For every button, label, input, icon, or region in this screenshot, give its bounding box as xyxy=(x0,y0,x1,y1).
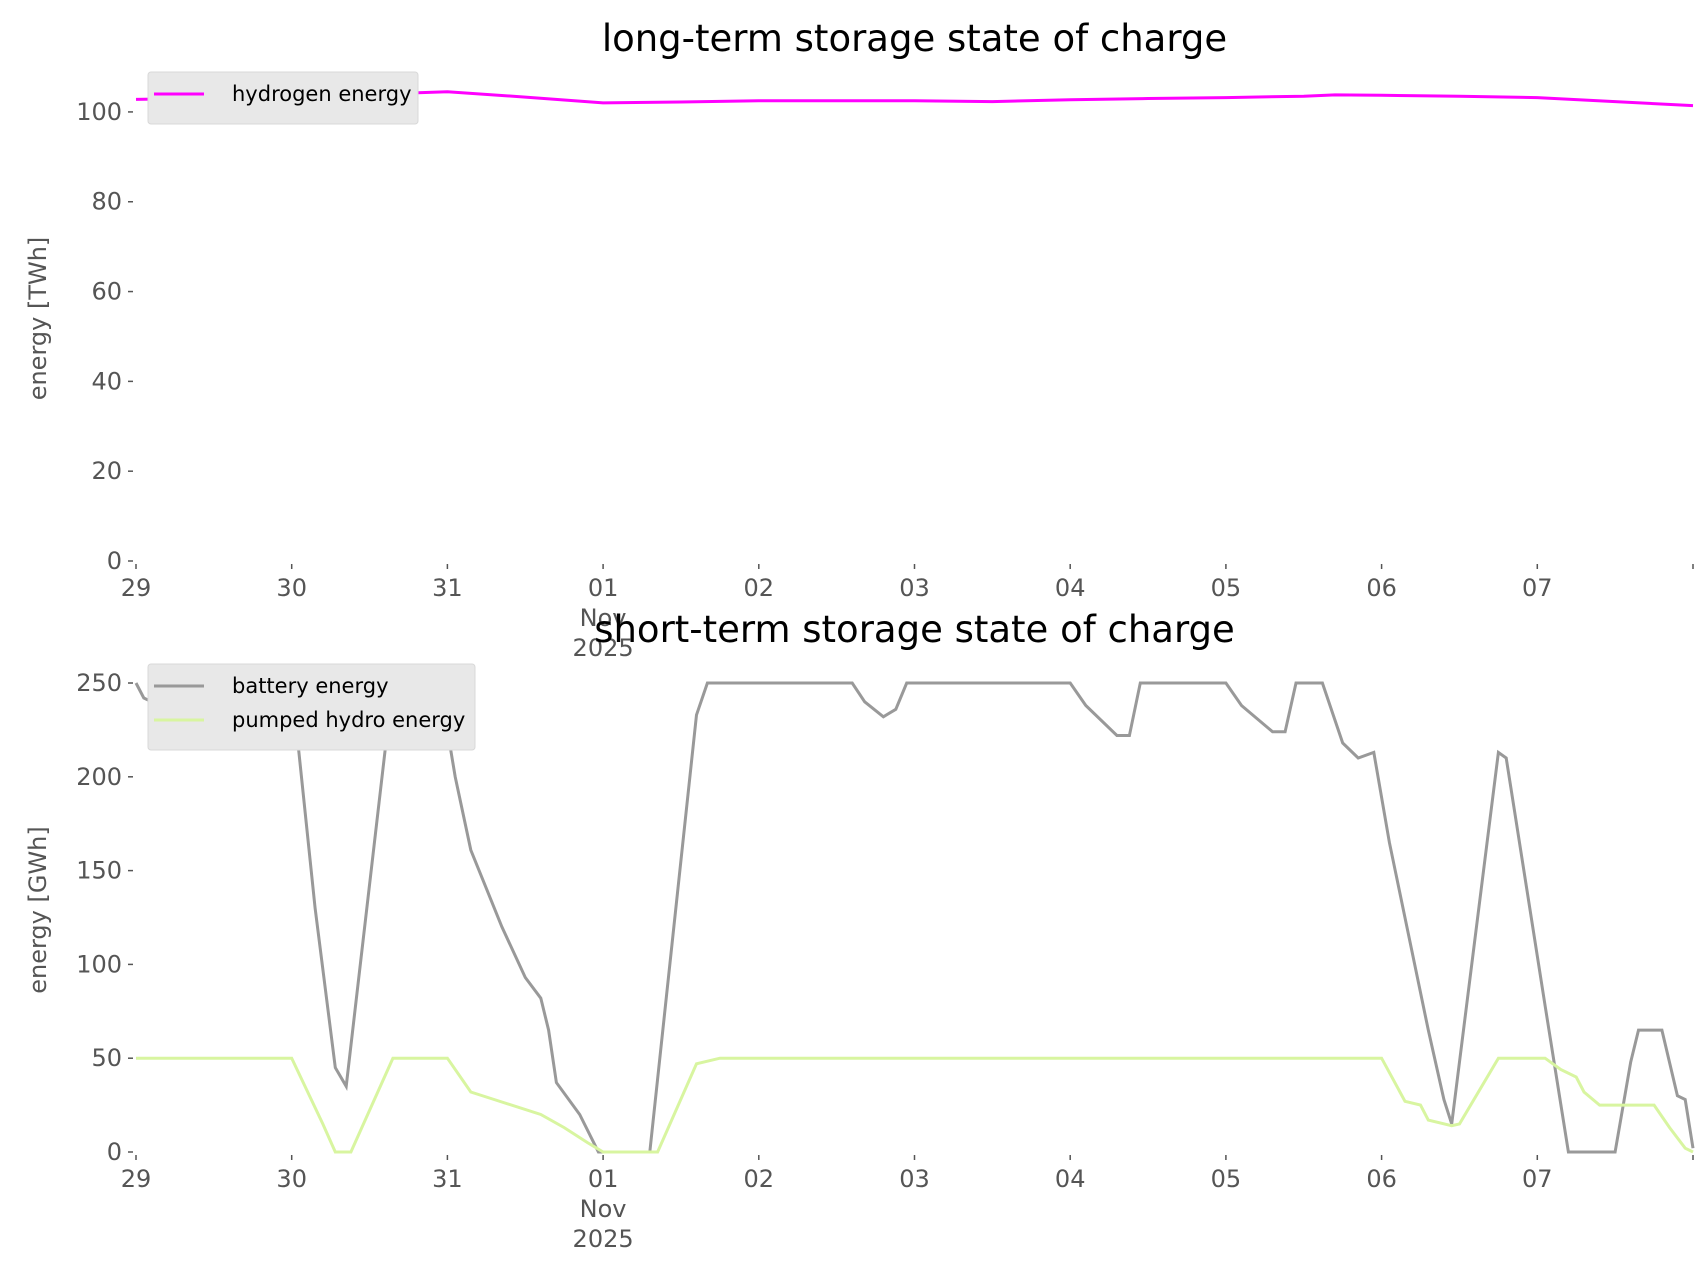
x-tick-label: 29 xyxy=(121,574,152,602)
y-tick-label: 200 xyxy=(76,763,122,791)
x-tick-label: 29 xyxy=(121,1165,152,1193)
x-tick-label: 05 xyxy=(1211,574,1242,602)
y-tick-label: 100 xyxy=(76,98,122,126)
y-tick-label: 80 xyxy=(91,188,122,216)
y-tick-label: 150 xyxy=(76,857,122,885)
x-tick-label: 01 Nov 2025 xyxy=(573,1165,634,1253)
subplot: short-term storage state of charge energy… xyxy=(24,608,1695,1253)
x-tick-label: 31 xyxy=(432,1165,463,1193)
y-tick-label: 250 xyxy=(76,669,122,697)
y-tick-label: 20 xyxy=(91,457,122,485)
x-tick-label: 30 xyxy=(276,574,307,602)
plots: long-term storage state of charge energy … xyxy=(24,17,1695,1253)
x-tick-label: 05 xyxy=(1211,1165,1242,1193)
x-tick-label: 07 xyxy=(1522,574,1553,602)
x-tick-label: 04 xyxy=(1055,1165,1086,1193)
y-tick-label: 0 xyxy=(107,1138,122,1166)
y-axis-label: energy [GWh] xyxy=(24,826,52,994)
series-line xyxy=(135,90,1694,108)
x-tick-label: 02 xyxy=(744,1165,775,1193)
chart-title: long-term storage state of charge xyxy=(602,17,1227,60)
series-line xyxy=(136,1056,1694,1154)
legend-label: battery energy xyxy=(232,674,389,698)
y-tick-label: 60 xyxy=(91,278,122,306)
y-tick-label: 50 xyxy=(91,1044,122,1072)
x-tick-label: 03 xyxy=(899,1165,930,1193)
series-line xyxy=(134,681,1695,1154)
chart-title: short-term storage state of charge xyxy=(594,608,1235,651)
x-tick-label: 30 xyxy=(276,1165,307,1193)
legend-box xyxy=(147,663,476,751)
legend-label: hydrogen energy xyxy=(232,82,412,106)
legend-box xyxy=(147,71,419,125)
x-tick-label: 06 xyxy=(1366,1165,1397,1193)
x-tick-label: 31 xyxy=(432,574,463,602)
y-axis-label: energy [TWh] xyxy=(24,237,52,401)
subplot: long-term storage state of charge energy … xyxy=(24,17,1694,662)
legend-label: pumped hydro energy xyxy=(232,708,465,732)
y-tick-label: 0 xyxy=(107,547,122,575)
x-tick-label: 01 Nov 2025 xyxy=(573,574,634,662)
y-tick-label: 100 xyxy=(76,950,122,978)
x-tick-label: 06 xyxy=(1366,574,1397,602)
x-tick-label: 03 xyxy=(899,574,930,602)
y-tick-label: 40 xyxy=(91,367,122,395)
x-tick-label: 04 xyxy=(1055,574,1086,602)
x-tick-label: 02 xyxy=(744,574,775,602)
x-tick-label: 07 xyxy=(1522,1165,1553,1193)
